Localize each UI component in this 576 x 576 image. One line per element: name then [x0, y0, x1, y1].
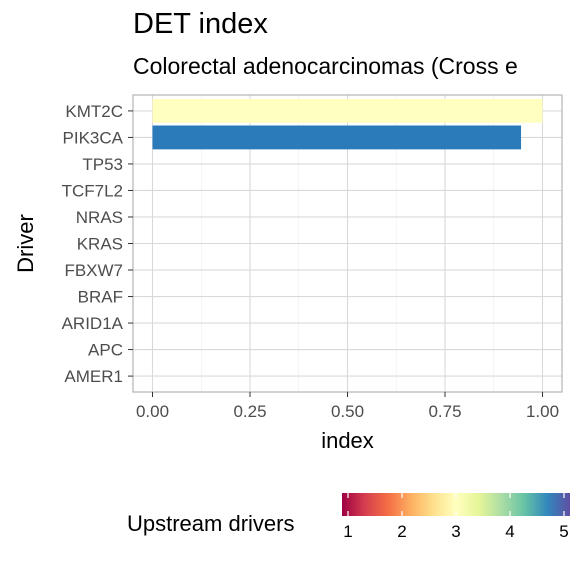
legend-ticks: 1 2 3 4 5 [343, 493, 569, 541]
x-tick-label: 1.00 [526, 402, 559, 421]
legend: Upstream drivers 1 2 3 4 5 [127, 493, 570, 541]
y-tick-label: NRAS [76, 208, 123, 227]
y-tick-label: APC [88, 341, 123, 360]
bars [152, 98, 543, 150]
y-tick-label: FBXW7 [64, 261, 123, 280]
y-tick-label: BRAF [78, 288, 123, 307]
legend-label: 3 [451, 522, 460, 541]
x-axis: 0.00 0.25 0.50 0.75 1.00 [136, 392, 559, 421]
bar-kmt2c [152, 98, 543, 123]
x-tick-label: 0.75 [428, 402, 461, 421]
y-tick-label: TCF7L2 [62, 181, 123, 200]
x-tick-label: 0.00 [136, 402, 169, 421]
legend-title: Upstream drivers [127, 511, 294, 536]
legend-label: 4 [505, 522, 514, 541]
legend-label: 5 [559, 522, 568, 541]
y-tick-label: KMT2C [65, 102, 123, 121]
y-tick-label: ARID1A [62, 314, 124, 333]
x-axis-title: index [321, 428, 374, 453]
chart-title: DET index [133, 8, 268, 40]
y-tick-label: PIK3CA [63, 128, 124, 147]
x-tick-label: 0.50 [331, 402, 364, 421]
bar-pik3ca [152, 125, 522, 150]
y-axis: KMT2C PIK3CA TP53 TCF7L2 NRAS KRAS FBXW7 BRAF AR… [62, 102, 133, 386]
y-tick-label: KRAS [77, 235, 123, 254]
legend-label: 1 [343, 522, 352, 541]
legend-colorbar [342, 493, 570, 516]
x-tick-label: 0.25 [233, 402, 266, 421]
legend-label: 2 [397, 522, 406, 541]
y-tick-label: AMER1 [64, 367, 123, 386]
y-tick-label: TP53 [82, 155, 123, 174]
chart-subtitle: Colorectal adenocarcinomas (Cross e [133, 53, 518, 79]
y-axis-title: Driver [13, 214, 38, 273]
